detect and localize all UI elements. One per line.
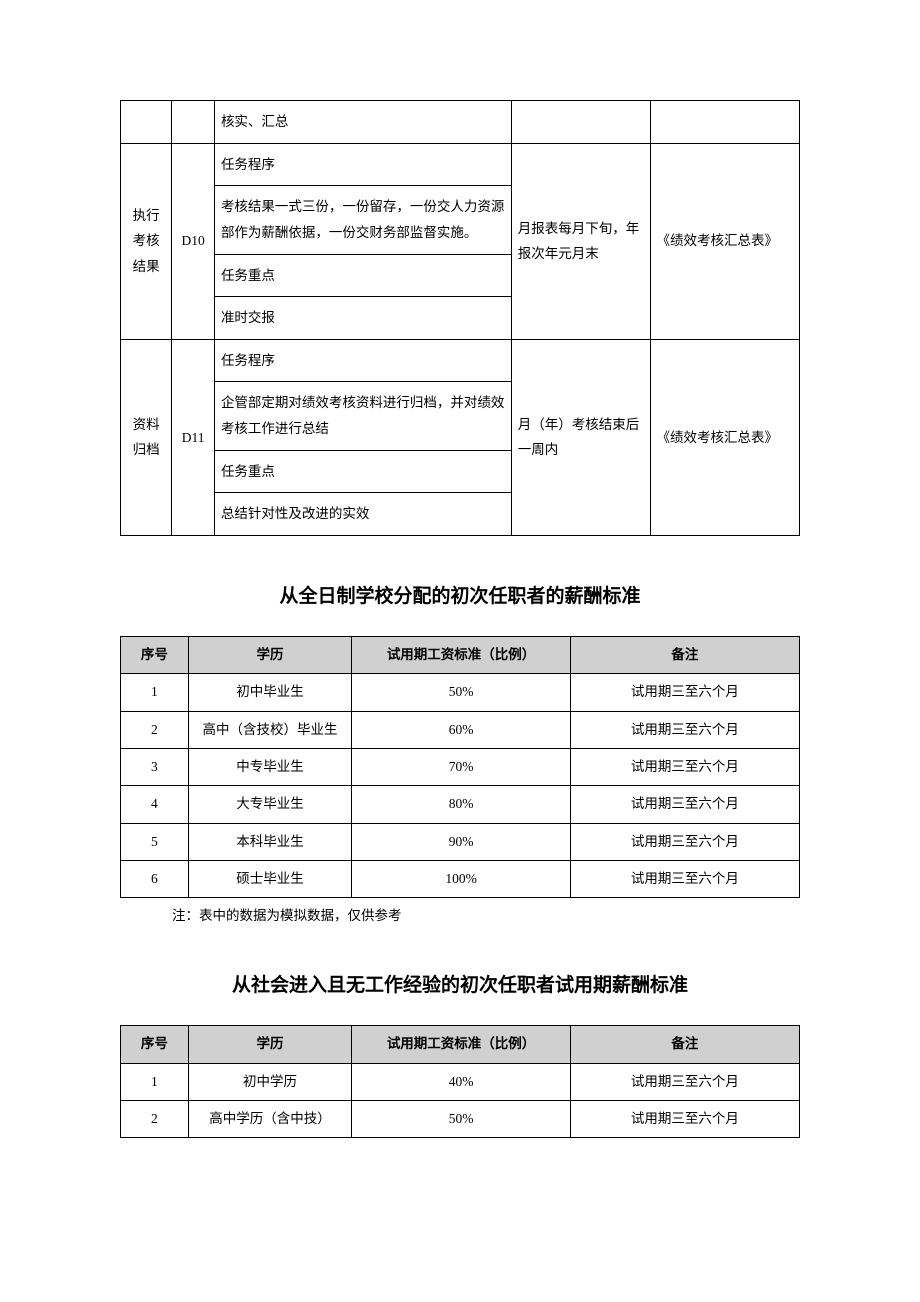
cell-pct: 40%: [352, 1063, 570, 1100]
task-cell: 任务重点: [214, 450, 511, 493]
cell-note: 试用期三至六个月: [570, 860, 799, 897]
col-header: 学历: [188, 1026, 352, 1063]
task-cell: 考核结果一式三份，一份留存，一份交人力资源部作为薪酬依据，一份交财务部监督实施。: [214, 186, 511, 254]
table-row: 6 硕士毕业生 100% 试用期三至六个月: [121, 860, 800, 897]
stage-cell: 执行考核结果: [121, 143, 172, 339]
cell-seq: 3: [121, 748, 189, 785]
table-row: 1 初中毕业生 50% 试用期三至六个月: [121, 674, 800, 711]
code-cell: [172, 101, 215, 144]
cell-seq: 5: [121, 823, 189, 860]
table-row: 核实、汇总: [121, 101, 800, 144]
table-header-row: 序号 学历 试用期工资标准（比例） 备注: [121, 1026, 800, 1063]
cell-pct: 50%: [352, 1101, 570, 1138]
table-row: 1 初中学历 40% 试用期三至六个月: [121, 1063, 800, 1100]
stage-cell: 资料归档: [121, 339, 172, 535]
cell-note: 试用期三至六个月: [570, 786, 799, 823]
cell-pct: 100%: [352, 860, 570, 897]
cell-edu: 中专毕业生: [188, 748, 352, 785]
task-cell: 准时交报: [214, 297, 511, 340]
table-row: 执行考核结果 D10 任务程序 月报表每月下旬，年报次年元月末 《绩效考核汇总表…: [121, 143, 800, 186]
task-cell: 任务程序: [214, 339, 511, 382]
code-cell: D10: [172, 143, 215, 339]
task-cell: 企管部定期对绩效考核资料进行归档，并对绩效考核工作进行总结: [214, 382, 511, 450]
section-title: 从社会进入且无工作经验的初次任职者试用期薪酬标准: [120, 970, 800, 997]
cell-note: 试用期三至六个月: [570, 823, 799, 860]
cell-note: 试用期三至六个月: [570, 674, 799, 711]
document-page: 核实、汇总 执行考核结果 D10 任务程序 月报表每月下旬，年报次年元月末 《绩…: [120, 100, 800, 1138]
time-cell: 月（年）考核结束后一周内: [511, 339, 650, 535]
cell-pct: 70%: [352, 748, 570, 785]
workflow-table: 核实、汇总 执行考核结果 D10 任务程序 月报表每月下旬，年报次年元月末 《绩…: [120, 100, 800, 536]
cell-note: 试用期三至六个月: [570, 1101, 799, 1138]
table-header-row: 序号 学历 试用期工资标准（比例） 备注: [121, 637, 800, 674]
cell-pct: 90%: [352, 823, 570, 860]
col-header: 备注: [570, 1026, 799, 1063]
cell-note: 试用期三至六个月: [570, 711, 799, 748]
stage-cell: [121, 101, 172, 144]
doc-cell: 《绩效考核汇总表》: [650, 339, 800, 535]
cell-note: 试用期三至六个月: [570, 748, 799, 785]
cell-note: 试用期三至六个月: [570, 1063, 799, 1100]
code-cell: D11: [172, 339, 215, 535]
cell-pct: 60%: [352, 711, 570, 748]
table-row: 4 大专毕业生 80% 试用期三至六个月: [121, 786, 800, 823]
task-cell: 任务重点: [214, 254, 511, 297]
table-row: 2 高中学历（含中技） 50% 试用期三至六个月: [121, 1101, 800, 1138]
cell-seq: 2: [121, 1101, 189, 1138]
cell-seq: 1: [121, 1063, 189, 1100]
task-cell: 任务程序: [214, 143, 511, 186]
doc-cell: 《绩效考核汇总表》: [650, 143, 800, 339]
cell-edu: 硕士毕业生: [188, 860, 352, 897]
time-cell: [511, 101, 650, 144]
cell-edu: 本科毕业生: [188, 823, 352, 860]
salary-table-2: 序号 学历 试用期工资标准（比例） 备注 1 初中学历 40% 试用期三至六个月…: [120, 1025, 800, 1138]
cell-seq: 4: [121, 786, 189, 823]
col-header: 试用期工资标准（比例）: [352, 637, 570, 674]
cell-seq: 2: [121, 711, 189, 748]
table-row: 资料归档 D11 任务程序 月（年）考核结束后一周内 《绩效考核汇总表》: [121, 339, 800, 382]
cell-seq: 6: [121, 860, 189, 897]
cell-edu: 高中学历（含中技）: [188, 1101, 352, 1138]
col-header: 序号: [121, 1026, 189, 1063]
cell-seq: 1: [121, 674, 189, 711]
cell-edu: 初中学历: [188, 1063, 352, 1100]
cell-pct: 80%: [352, 786, 570, 823]
cell-edu: 高中（含技校）毕业生: [188, 711, 352, 748]
cell-pct: 50%: [352, 674, 570, 711]
cell-edu: 初中毕业生: [188, 674, 352, 711]
col-header: 试用期工资标准（比例）: [352, 1026, 570, 1063]
task-cell: 核实、汇总: [214, 101, 511, 144]
time-cell: 月报表每月下旬，年报次年元月末: [511, 143, 650, 339]
doc-cell: [650, 101, 800, 144]
table-row: 3 中专毕业生 70% 试用期三至六个月: [121, 748, 800, 785]
table-footnote: 注：表中的数据为模拟数据，仅供参考: [172, 904, 800, 928]
salary-table-1: 序号 学历 试用期工资标准（比例） 备注 1 初中毕业生 50% 试用期三至六个…: [120, 636, 800, 898]
table-row: 5 本科毕业生 90% 试用期三至六个月: [121, 823, 800, 860]
section-title: 从全日制学校分配的初次任职者的薪酬标准: [120, 581, 800, 608]
col-header: 学历: [188, 637, 352, 674]
col-header: 备注: [570, 637, 799, 674]
cell-edu: 大专毕业生: [188, 786, 352, 823]
col-header: 序号: [121, 637, 189, 674]
table-row: 2 高中（含技校）毕业生 60% 试用期三至六个月: [121, 711, 800, 748]
task-cell: 总结针对性及改进的实效: [214, 493, 511, 536]
